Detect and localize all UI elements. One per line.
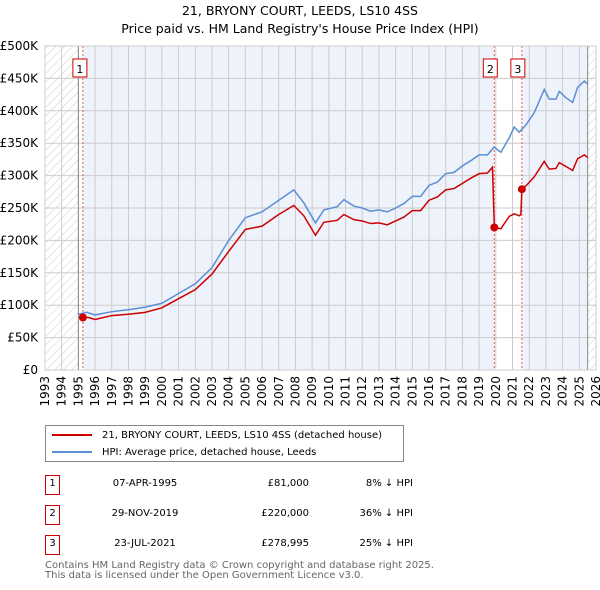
x-tick-label: 2019 xyxy=(472,376,486,407)
x-tick-label: 2009 xyxy=(305,376,319,407)
x-tick-label: 2010 xyxy=(322,376,336,407)
sale-point xyxy=(517,185,526,194)
transaction-number: 3 xyxy=(45,535,60,555)
transaction-hpi-diff: 36% ↓ HPI xyxy=(359,508,413,519)
x-tick-label: 2022 xyxy=(522,376,536,407)
legend: 21, BRYONY COURT, LEEDS, LS10 4SS (detac… xyxy=(45,425,404,462)
x-tick-label: 1996 xyxy=(88,376,102,407)
y-tick-label: £500K xyxy=(0,39,39,53)
legend-item-property: 21, BRYONY COURT, LEEDS, LS10 4SS (detac… xyxy=(52,427,382,443)
transaction-row: 3 23-JUL-2021 £278,995 25% ↓ HPI xyxy=(45,535,413,555)
transaction-price: £278,995 xyxy=(261,538,309,549)
x-tick-label: 2008 xyxy=(288,376,302,407)
legend-swatch-property xyxy=(52,434,92,436)
chart-subtitle: Price paid vs. HM Land Registry's House … xyxy=(121,21,479,36)
y-tick-label: £200K xyxy=(0,233,39,247)
x-tick-label: 2015 xyxy=(405,376,419,407)
y-tick-label: £350K xyxy=(0,136,39,150)
x-tick-label: 1995 xyxy=(71,376,85,407)
x-tick-label: 2013 xyxy=(372,376,386,407)
hpi-line xyxy=(78,79,589,316)
transaction-row: 1 07-APR-1995 £81,000 8% ↓ HPI xyxy=(45,475,413,495)
sale-label: 3 xyxy=(514,63,521,76)
transaction-hpi-diff: 25% ↓ HPI xyxy=(359,538,413,549)
x-tick-label: 2014 xyxy=(389,376,403,407)
transaction-row: 2 29-NOV-2019 £220,000 36% ↓ HPI xyxy=(45,505,413,525)
legend-item-hpi: HPI: Average price, detached house, Leed… xyxy=(52,444,316,460)
x-tick-label: 2017 xyxy=(439,376,453,407)
y-tick-label: £400K xyxy=(0,104,39,118)
sale-point xyxy=(490,223,499,232)
y-tick-label: £450K xyxy=(0,71,39,85)
footer-copyright: Contains HM Land Registry data © Crown c… xyxy=(45,560,434,571)
x-tick-label: 2011 xyxy=(339,376,353,407)
x-tick-label: 2020 xyxy=(489,376,503,407)
property-price-line xyxy=(82,153,589,321)
x-tick-label: 2016 xyxy=(422,376,436,407)
y-tick-label: £100K xyxy=(0,298,39,312)
x-tick-label: 2021 xyxy=(506,376,520,407)
transaction-date: 23-JUL-2021 xyxy=(114,538,176,549)
x-tick-label: 2001 xyxy=(172,376,186,407)
x-tick-label: 2012 xyxy=(355,376,369,407)
transaction-hpi-diff: 8% ↓ HPI xyxy=(365,478,413,489)
sale-label-box xyxy=(72,58,88,78)
x-tick-label: 2003 xyxy=(205,376,219,407)
plot-border xyxy=(44,45,597,371)
x-tick-label: 2018 xyxy=(455,376,469,407)
legend-label: 21, BRYONY COURT, LEEDS, LS10 4SS (detac… xyxy=(102,429,383,441)
price-chart: £0 £50K £100K £150K £200K £250K £300K £350K £400… xyxy=(0,39,600,407)
x-tick-label: 1994 xyxy=(55,376,69,407)
footer-licence: This data is licensed under the Open Gov… xyxy=(45,570,364,581)
x-tick-label: 2023 xyxy=(539,376,553,407)
y-tick-label: £0 xyxy=(23,363,38,377)
sale-label: 2 xyxy=(487,63,494,76)
x-tick-label: 2005 xyxy=(238,376,252,407)
x-tick-label: 2000 xyxy=(155,376,169,407)
sale-label: 1 xyxy=(76,63,83,76)
sale-label-box xyxy=(482,58,498,78)
x-tick-label: 1993 xyxy=(38,376,52,407)
transaction-date: 29-NOV-2019 xyxy=(111,508,179,519)
x-tick-label: 2026 xyxy=(589,376,600,407)
transaction-price: £220,000 xyxy=(261,508,309,519)
x-tick-label: 2002 xyxy=(188,376,202,407)
chart-title: 21, BRYONY COURT, LEEDS, LS10 4SS xyxy=(181,3,418,18)
x-tick-label: 2004 xyxy=(222,376,236,407)
y-tick-label: £250K xyxy=(0,201,39,215)
x-tick-label: 1999 xyxy=(138,376,152,407)
sale-point xyxy=(78,313,87,322)
transaction-price: £81,000 xyxy=(267,478,309,489)
sale-label-box xyxy=(510,58,526,78)
transaction-number: 1 xyxy=(45,475,60,495)
transaction-number: 2 xyxy=(45,505,60,525)
legend-label: HPI: Average price, detached house, Leed… xyxy=(102,446,317,458)
x-tick-label: 2024 xyxy=(556,376,570,407)
x-tick-label: 2007 xyxy=(272,376,286,407)
y-tick-label: £50K xyxy=(7,331,39,345)
x-tick-label: 1997 xyxy=(105,376,119,407)
y-tick-label: £300K xyxy=(0,169,39,183)
x-tick-label: 1998 xyxy=(121,376,135,407)
y-tick-label: £150K xyxy=(0,266,39,280)
x-tick-label: 2025 xyxy=(572,376,586,407)
x-tick-label: 2006 xyxy=(255,376,269,407)
transaction-date: 07-APR-1995 xyxy=(112,478,178,489)
legend-swatch-hpi xyxy=(52,451,92,453)
